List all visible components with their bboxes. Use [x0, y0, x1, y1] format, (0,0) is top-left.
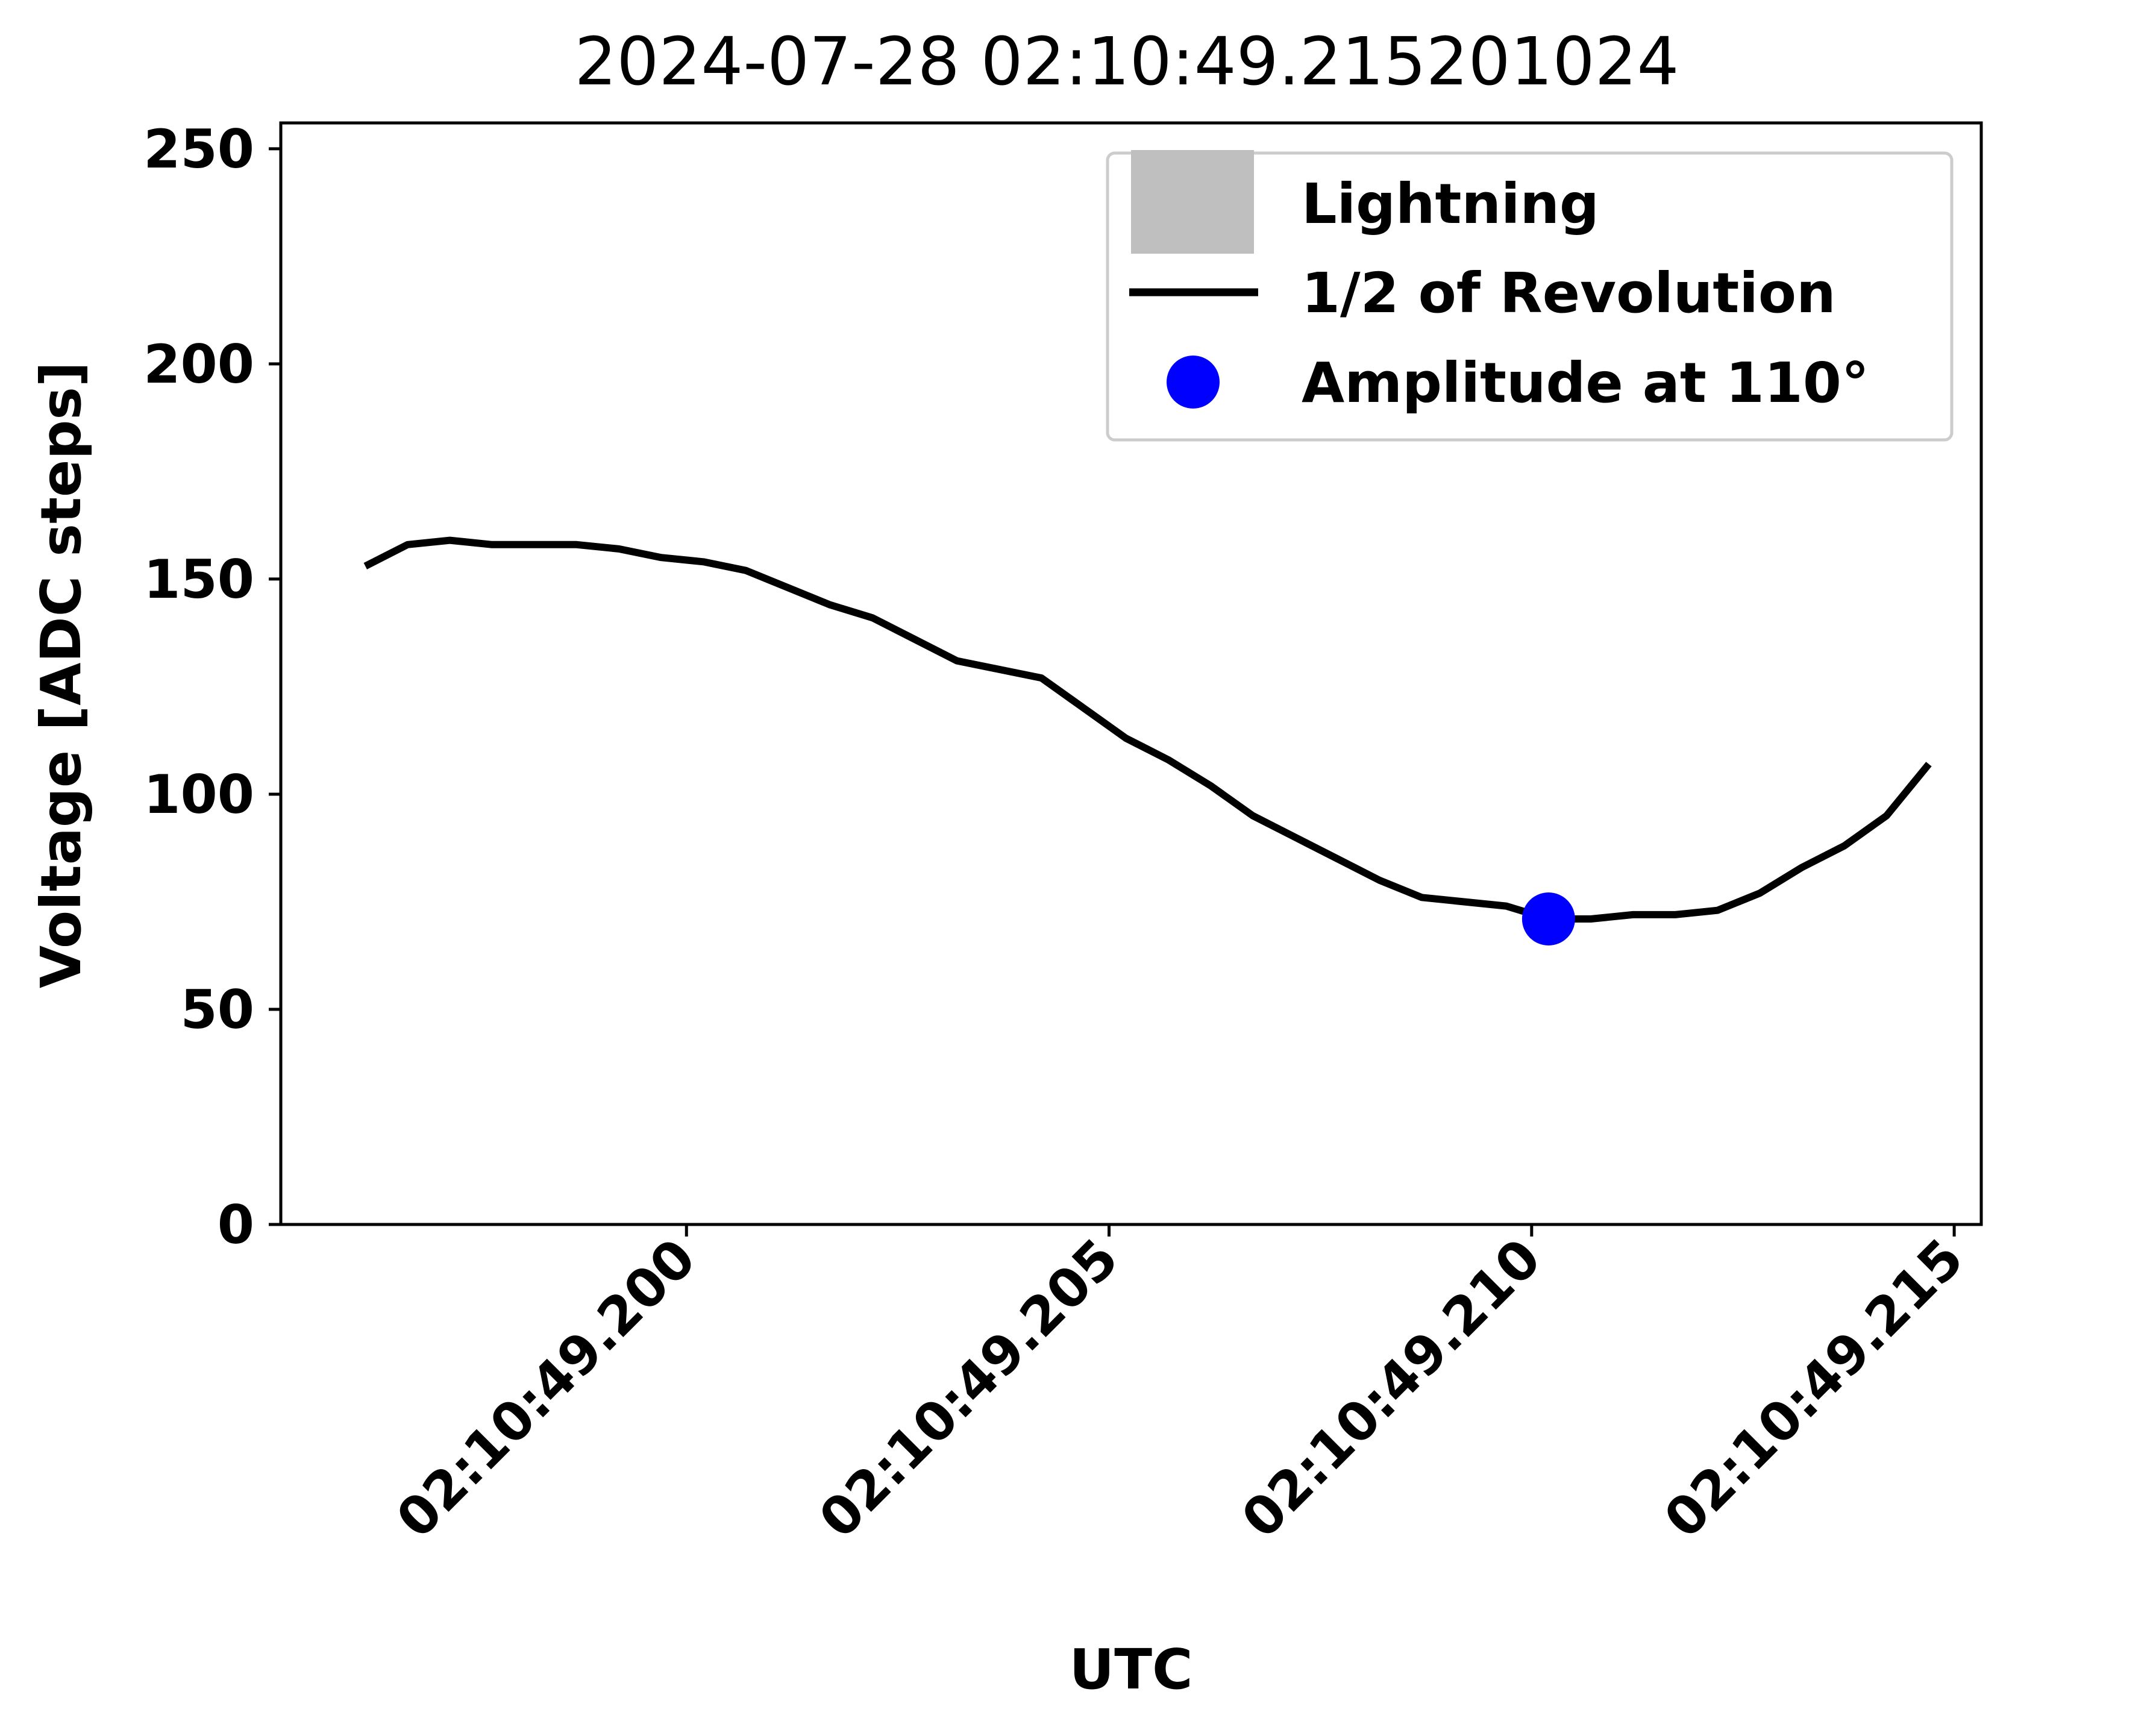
x-tick-label: 02:10:49.205 — [807, 1227, 1130, 1550]
x-tick-label: 02:10:49.210 — [1230, 1227, 1553, 1550]
legend: Lightning 1/2 of Revolution Amplitude at… — [1106, 150, 1954, 442]
series-line-revolution — [363, 536, 1932, 923]
legend-amplitude-swatch — [1167, 356, 1220, 409]
chart-title: 2024-07-28 02:10:49.215201024 — [574, 23, 1679, 100]
x-axis-label: UTC — [1070, 1637, 1193, 1702]
amplitude-point — [1521, 892, 1575, 945]
legend-lightning-label: Lightning — [1302, 172, 1599, 236]
legend-box — [1106, 151, 1954, 442]
y-tick-label: 50 — [181, 979, 254, 1041]
y-axis: 0 50 100 150 200 250 — [143, 118, 281, 1256]
plot-area — [363, 536, 1932, 945]
plot-frame — [279, 121, 1983, 1226]
legend-lightning-swatch — [1131, 150, 1254, 254]
y-tick-label: 150 — [143, 548, 254, 610]
x-tick-label: 02:10:49.215 — [1652, 1227, 1975, 1550]
x-tick-label: 02:10:49.200 — [384, 1227, 707, 1550]
legend-revolution-label: 1/2 of Revolution — [1302, 261, 1836, 325]
x-axis: 02:10:49.200 02:10:49.205 02:10:49.210 02:1… — [384, 1224, 1975, 1550]
legend-amplitude-label: Amplitude at 110° — [1302, 351, 1869, 415]
y-tick-label: 250 — [143, 118, 254, 180]
y-tick-label: 200 — [143, 333, 254, 395]
y-tick-label: 100 — [143, 763, 254, 826]
y-axis-label: Voltage [ADC steps] — [29, 362, 93, 988]
y-tick-label: 0 — [218, 1194, 254, 1256]
